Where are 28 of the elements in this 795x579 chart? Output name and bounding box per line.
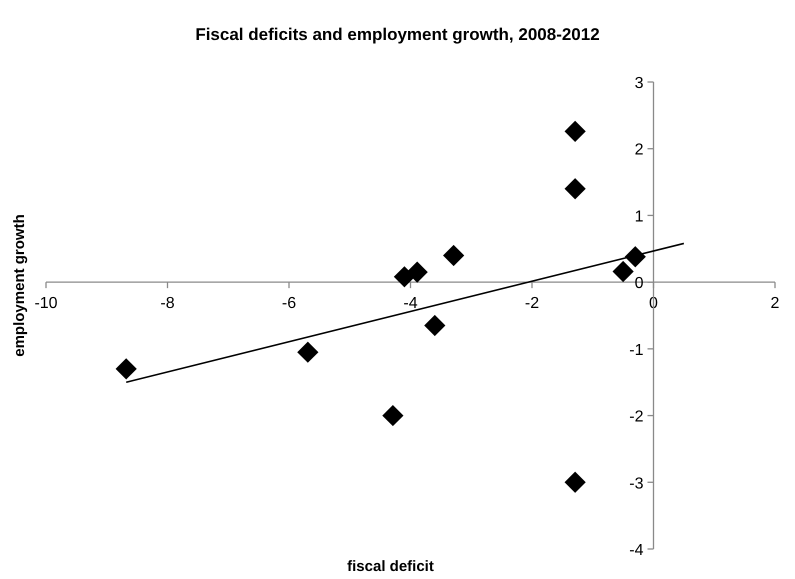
y-tick-label: -3 — [629, 475, 644, 492]
point — [612, 260, 634, 282]
x-tick-label: -4 — [403, 295, 418, 312]
point — [424, 314, 446, 336]
y-tick-label: 0 — [634, 275, 644, 292]
x-tick-label: 2 — [770, 295, 780, 312]
point — [564, 120, 586, 142]
y-axis-title: employment growth — [11, 214, 28, 357]
point — [443, 244, 464, 266]
x-tick-label: -2 — [524, 295, 540, 312]
point — [406, 262, 428, 283]
point — [564, 472, 586, 493]
x-tick-label: -6 — [282, 295, 296, 312]
chart-title: Fiscal deficits and employment growth, 2008-2012 — [195, 25, 600, 44]
y-tick-label: -1 — [629, 342, 644, 359]
y-tick-label: -4 — [629, 542, 644, 559]
x-tick-label: -8 — [160, 295, 175, 312]
point — [382, 404, 404, 426]
x-tick-label: -10 — [34, 295, 58, 312]
point — [624, 246, 646, 268]
point — [116, 358, 137, 380]
x-axis-title: fiscal deficit — [347, 558, 434, 575]
y-tick-label: 3 — [634, 75, 644, 92]
point — [297, 342, 318, 363]
y-tick-label: -2 — [629, 408, 644, 426]
point — [564, 178, 586, 200]
y-tick-label: 2 — [634, 142, 644, 159]
y-tick-label: 1 — [634, 208, 644, 226]
